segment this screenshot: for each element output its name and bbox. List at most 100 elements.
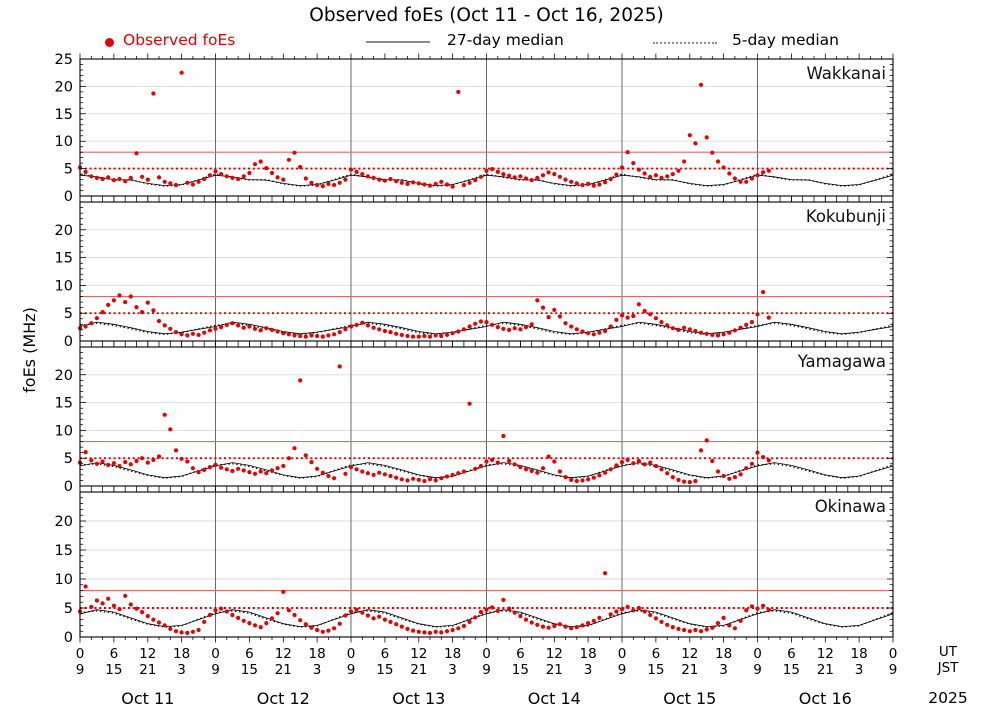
- svg-text:12: 12: [139, 646, 156, 662]
- y-tick-labels: 0 5 10 15 20: [55, 368, 73, 495]
- svg-text:15: 15: [55, 396, 73, 412]
- svg-text:0: 0: [76, 646, 85, 662]
- y-tick-labels: 0 5 10 15 20: [55, 223, 73, 350]
- svg-text:21: 21: [546, 662, 563, 678]
- svg-text:18: 18: [309, 646, 326, 662]
- svg-text:0: 0: [753, 646, 762, 662]
- svg-text:0: 0: [211, 646, 220, 662]
- svg-text:18: 18: [444, 646, 461, 662]
- observed-dots: [77, 571, 771, 636]
- median5-line: [79, 322, 894, 335]
- svg-text:20: 20: [55, 514, 73, 530]
- svg-text:Oct 16: Oct 16: [799, 689, 852, 708]
- svg-text:9: 9: [482, 662, 491, 678]
- svg-text:12: 12: [410, 646, 427, 662]
- legend-observed-dot-icon: [105, 38, 114, 47]
- svg-text:20: 20: [55, 223, 73, 239]
- svg-text:10: 10: [55, 134, 73, 150]
- svg-text:6: 6: [652, 646, 661, 662]
- svg-text:9: 9: [618, 662, 627, 678]
- jst-axis-label: JST: [937, 660, 959, 676]
- svg-text:9: 9: [347, 662, 356, 678]
- panel-frame: [79, 201, 894, 342]
- observed-dots: [77, 364, 771, 485]
- svg-text:5: 5: [64, 451, 73, 467]
- svg-text:9: 9: [753, 662, 762, 678]
- svg-text:15: 15: [55, 107, 73, 123]
- svg-text:6: 6: [245, 646, 254, 662]
- svg-text:18: 18: [173, 646, 190, 662]
- panel-frame: [79, 491, 894, 638]
- svg-text:0: 0: [64, 630, 73, 646]
- svg-text:12: 12: [817, 646, 834, 662]
- svg-text:10: 10: [55, 572, 73, 588]
- svg-text:3: 3: [719, 662, 728, 678]
- svg-text:5: 5: [64, 306, 73, 322]
- panel-frame: [79, 58, 894, 197]
- svg-text:21: 21: [681, 662, 698, 678]
- svg-text:9: 9: [76, 662, 85, 678]
- year-label: 2025: [928, 689, 968, 707]
- svg-text:12: 12: [546, 646, 563, 662]
- svg-text:Oct 15: Oct 15: [663, 689, 716, 708]
- svg-text:3: 3: [855, 662, 864, 678]
- observed-dots: [77, 70, 771, 189]
- svg-text:15: 15: [241, 662, 258, 678]
- station-label-kokubunji: Kokubunji: [805, 207, 886, 226]
- svg-text:18: 18: [715, 646, 732, 662]
- median27-line: [79, 321, 894, 335]
- svg-text:15: 15: [783, 662, 800, 678]
- legend-observed-label: Observed foEs: [123, 31, 236, 49]
- svg-text:21: 21: [817, 662, 834, 678]
- median27-line: [79, 609, 894, 628]
- svg-text:25: 25: [55, 52, 73, 68]
- svg-text:3: 3: [313, 662, 322, 678]
- svg-text:9: 9: [889, 662, 898, 678]
- panel-yamagawa: 0 5 10 15 20: [55, 341, 894, 495]
- svg-text:5: 5: [64, 162, 73, 178]
- svg-text:15: 15: [512, 662, 529, 678]
- ut-axis-label: UT: [938, 644, 958, 660]
- panel-wakkanai: 0 5 10 15 20 25: [55, 52, 894, 205]
- svg-text:3: 3: [584, 662, 593, 678]
- svg-text:18: 18: [580, 646, 597, 662]
- x-axis-labels: 0961512211830961512211830961512211830961…: [76, 646, 898, 678]
- svg-text:21: 21: [275, 662, 292, 678]
- median5-line: [79, 610, 894, 628]
- svg-text:12: 12: [275, 646, 292, 662]
- svg-text:21: 21: [410, 662, 427, 678]
- svg-text:15: 15: [105, 662, 122, 678]
- svg-text:20: 20: [55, 79, 73, 95]
- y-tick-labels: 0 5 10 15 20: [55, 514, 73, 646]
- svg-text:3: 3: [448, 662, 457, 678]
- svg-text:6: 6: [110, 646, 119, 662]
- svg-text:18: 18: [851, 646, 868, 662]
- legend-27day-label: 27-day median: [447, 31, 564, 49]
- svg-text:21: 21: [139, 662, 156, 678]
- station-label-wakkanai: Wakkanai: [806, 64, 886, 83]
- svg-text:0: 0: [889, 646, 898, 662]
- svg-text:Oct 12: Oct 12: [257, 689, 310, 708]
- axis-ticks: [79, 486, 894, 643]
- date-labels: Oct 11 Oct 12 Oct 13 Oct 14 Oct 15 Oct 16: [121, 689, 852, 708]
- svg-text:15: 15: [376, 662, 393, 678]
- y-tick-labels: 0 5 10 15 20 25: [55, 52, 73, 205]
- chart-title: Observed foEs (Oct 11 - Oct 16, 2025): [309, 5, 664, 26]
- svg-text:Oct 14: Oct 14: [528, 689, 581, 708]
- svg-text:6: 6: [787, 646, 796, 662]
- panel-kokubunji: 0 5 10 15 20: [55, 196, 894, 350]
- svg-text:0: 0: [64, 479, 73, 495]
- svg-text:15: 15: [55, 543, 73, 559]
- svg-text:9: 9: [211, 662, 220, 678]
- svg-text:5: 5: [64, 601, 73, 617]
- svg-text:6: 6: [381, 646, 390, 662]
- svg-text:0: 0: [64, 189, 73, 205]
- svg-text:15: 15: [647, 662, 664, 678]
- svg-text:10: 10: [55, 423, 73, 439]
- svg-text:15: 15: [55, 251, 73, 267]
- panel-okinawa: 0 5 10 15 20: [55, 486, 894, 646]
- legend-5day-label: 5-day median: [732, 31, 839, 49]
- station-label-okinawa: Okinawa: [814, 497, 886, 516]
